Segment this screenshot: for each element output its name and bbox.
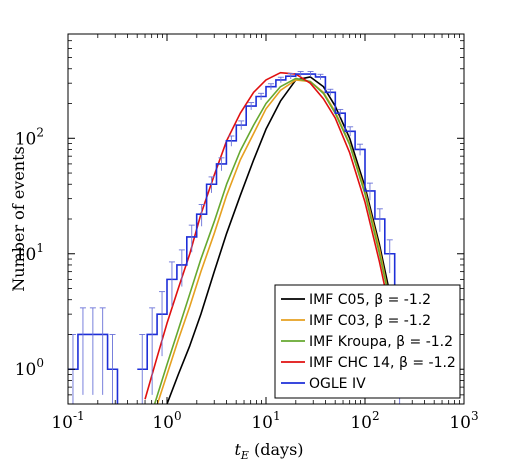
legend-label-imf-chc-14-1-2: IMF CHC 14, β = -1.2 <box>309 355 456 371</box>
legend-label-imf-c03-1-2: IMF C03, β = -1.2 <box>309 313 431 329</box>
x-tick-label-base: 10 <box>51 413 73 433</box>
y-tick-label-exp: 1 <box>36 241 44 255</box>
y-tick-label-base: 10 <box>15 360 37 380</box>
y-tick-label: 100 <box>15 356 44 380</box>
x-tick-label-exp: 1 <box>273 409 281 423</box>
y-tick-label-exp: 2 <box>36 125 44 139</box>
legend: IMF C05, β = -1.2 IMF C03, β = -1.2 IMF Kr… <box>274 284 461 399</box>
x-tick-label-exp: 0 <box>174 409 182 423</box>
x-tick-label-exp: 3 <box>471 409 479 423</box>
errorbar-layer <box>69 71 403 404</box>
y-tick-label-base: 10 <box>15 245 37 265</box>
x-tick-label: 10-1 <box>51 409 84 433</box>
x-tick-label: 100 <box>152 409 181 433</box>
x-axis-title: tE (days) <box>234 440 303 462</box>
x-tick-label-base: 10 <box>449 413 471 433</box>
legend-label-imf-kroupa-1-2: IMF Kroupa, β = -1.2 <box>309 334 453 350</box>
y-tick-label: 102 <box>15 125 44 149</box>
y-axis-title: Number of events <box>9 146 28 291</box>
x-tick-label-base: 10 <box>251 413 273 433</box>
x-tick-label-base: 10 <box>152 413 174 433</box>
y-tick-label-exp: 0 <box>36 356 44 370</box>
x-tick-label: 102 <box>350 409 379 433</box>
legend-label-ogle-iv: OGLE IV <box>309 376 366 392</box>
x-axis-title-unit: (days) <box>249 440 304 459</box>
legend-label-imf-c05-1-2: IMF C05, β = -1.2 <box>309 292 431 308</box>
legend-box <box>274 284 461 399</box>
y-tick-label: 101 <box>15 241 44 265</box>
x-tick-label-base: 10 <box>350 413 372 433</box>
series-line-imf-kroupa-1-2 <box>153 77 406 404</box>
x-tick-label: 103 <box>449 409 478 433</box>
x-tick-label-exp: -1 <box>73 409 85 423</box>
x-axis-title-var: t <box>234 440 241 459</box>
x-tick-label: 101 <box>251 409 280 433</box>
x-tick-label-exp: 2 <box>372 409 380 423</box>
x-axis-title-sub: E <box>240 449 249 462</box>
y-tick-label-base: 10 <box>15 129 37 149</box>
series-step-ogle-iv <box>68 73 405 404</box>
